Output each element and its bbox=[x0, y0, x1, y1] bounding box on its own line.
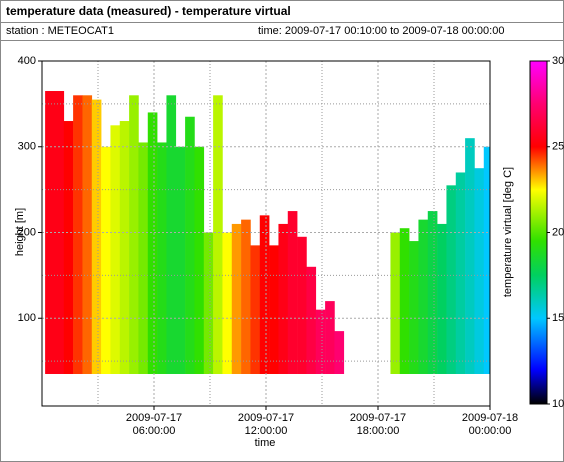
column bbox=[213, 95, 223, 374]
column bbox=[91, 99, 102, 374]
colorbar-tick-label: 20 bbox=[552, 226, 564, 238]
station: station : METEOCAT1 bbox=[6, 25, 114, 37]
column bbox=[483, 146, 490, 374]
x-tick-label: 2009-07-17 18:00:00 bbox=[349, 412, 407, 437]
colorbar-tick-label: 30 bbox=[552, 55, 564, 67]
column bbox=[45, 91, 55, 374]
column bbox=[325, 301, 335, 374]
colorbar-label: temperature virtual [deg C] bbox=[502, 167, 514, 297]
y-tick-label: 200 bbox=[18, 226, 36, 238]
column bbox=[259, 215, 270, 374]
x-label: time bbox=[255, 437, 276, 449]
plot-frame bbox=[41, 60, 491, 407]
column bbox=[446, 185, 457, 374]
column bbox=[465, 138, 475, 374]
column bbox=[147, 112, 158, 374]
column bbox=[73, 95, 83, 374]
column bbox=[185, 116, 195, 374]
column bbox=[390, 232, 401, 374]
column bbox=[409, 241, 419, 374]
column bbox=[231, 223, 242, 374]
x-tick-label: 2009-07-17 12:00:00 bbox=[237, 412, 295, 437]
column bbox=[427, 211, 438, 374]
column bbox=[119, 121, 130, 374]
x-tick-label: 2009-07-17 06:00:00 bbox=[125, 412, 183, 437]
column bbox=[157, 142, 167, 374]
column bbox=[175, 146, 186, 374]
column bbox=[63, 121, 74, 374]
y-label: height [m] bbox=[14, 208, 26, 256]
column bbox=[474, 168, 485, 374]
column bbox=[138, 142, 149, 374]
x-tick-label: 2009-07-18 00:00:00 bbox=[461, 412, 519, 437]
column bbox=[194, 146, 205, 374]
colorbar bbox=[529, 60, 548, 405]
column bbox=[129, 95, 139, 374]
column bbox=[315, 309, 326, 374]
column bbox=[101, 146, 111, 374]
column bbox=[399, 228, 410, 374]
column bbox=[418, 219, 429, 374]
y-tick-label: 300 bbox=[18, 141, 36, 153]
column bbox=[82, 95, 93, 374]
time-range: time: 2009-07-17 00:10:00 to 2009-07-18 … bbox=[258, 25, 504, 37]
column bbox=[166, 95, 177, 374]
column bbox=[250, 245, 261, 374]
column bbox=[203, 232, 214, 374]
column bbox=[437, 223, 447, 374]
column bbox=[334, 331, 345, 374]
colorbar-tick-label: 15 bbox=[552, 312, 564, 324]
y-tick-label: 100 bbox=[18, 312, 36, 324]
column bbox=[241, 219, 251, 374]
column bbox=[222, 232, 233, 374]
colorbar-tick-label: 25 bbox=[552, 141, 564, 153]
colorbar-tick-label: 10 bbox=[552, 398, 564, 410]
column bbox=[306, 266, 317, 374]
column bbox=[455, 172, 466, 374]
y-tick-label: 400 bbox=[18, 55, 36, 67]
column bbox=[297, 236, 307, 374]
column bbox=[110, 125, 121, 374]
column bbox=[278, 223, 289, 374]
title: temperature data (measured) - temperatur… bbox=[6, 4, 291, 18]
column bbox=[287, 211, 298, 374]
column bbox=[269, 245, 279, 374]
